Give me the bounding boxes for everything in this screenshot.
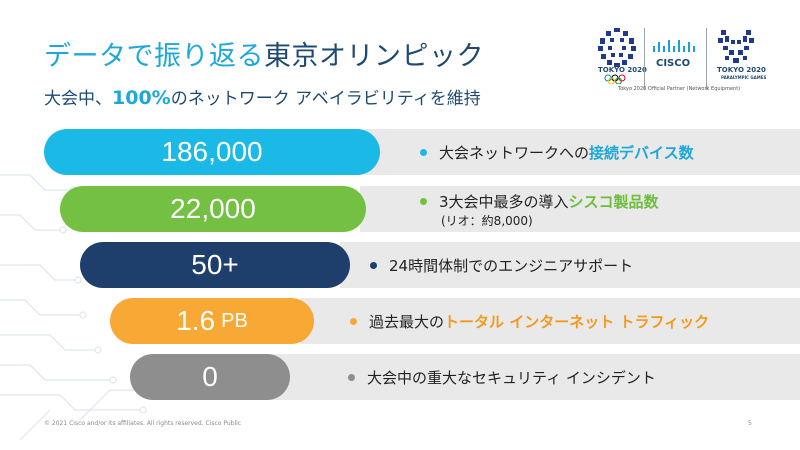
paralympic-subcaption: PARALYMPIC GAMES — [721, 75, 767, 80]
cisco-wordmark: CISCO — [656, 58, 691, 69]
stat-desc-highlight: シスコ製品数 — [568, 192, 659, 211]
stat-desc-highlight: 接続デバイス数 — [589, 143, 694, 162]
stat-desc-highlight: トータル インターネット トラフィック — [444, 312, 710, 331]
logo-divider — [706, 28, 707, 90]
subtitle-post: のネットワーク アベイラビリティを維持 — [170, 89, 481, 109]
stat-band — [364, 129, 800, 175]
stat-value: 1.6 — [176, 305, 216, 336]
slide-subtitle: 大会中、100%のネットワーク アベイラビリティを維持 — [44, 84, 481, 109]
stat-pill: 22,000 — [60, 186, 366, 232]
stat-desc-plain: 3大会中最多の導入 — [439, 192, 569, 211]
stat-desc-plain: 大会中の重大なセキュリティ インシデント — [367, 368, 656, 387]
stat-desc-plain: 過去最大の — [369, 312, 445, 331]
bullet-dot — [348, 373, 355, 381]
stat-note: (リオ：約8,000) — [441, 214, 533, 228]
stat-description: 大会中の重大なセキュリティ インシデント — [348, 354, 656, 400]
stat-description: 過去最大の トータル インターネット トラフィック — [350, 298, 709, 344]
cisco-bridge-icon — [653, 40, 695, 52]
paralympic-caption: TOKYO 2020 — [717, 66, 766, 74]
olympic-rings-icon — [604, 74, 626, 84]
stat-value: 186,000 — [161, 136, 263, 167]
stat-value: 50+ — [191, 249, 239, 280]
stat-band — [340, 242, 800, 288]
stat-row: 186,000 大会ネットワークへの 接続デバイス数 — [44, 129, 800, 175]
bullet-dot — [420, 148, 427, 156]
stat-pill: 1.6 PB — [110, 298, 314, 344]
stat-row: 50+ 24時間体制でのエンジニアサポート — [80, 242, 800, 288]
stat-desc-plain: 24時間体制でのエンジニアサポート — [389, 256, 634, 275]
stat-row: 22,000 3大会中最多の導入 シスコ製品数 (リオ：約8,000) — [60, 186, 800, 232]
tokyo2020-olympic-emblem — [598, 28, 636, 67]
title-part2: 東京オリンピック — [264, 41, 484, 72]
stat-description: 24時間体制でのエンジニアサポート — [370, 242, 633, 288]
stat-band — [300, 298, 800, 344]
tokyo2020-paralympic-emblem — [718, 30, 754, 63]
logo-divider — [644, 28, 645, 90]
subtitle-highlight: 100% — [112, 87, 171, 109]
stat-description: 大会ネットワークへの 接続デバイス数 — [420, 129, 694, 175]
stat-pill: 50+ — [80, 242, 350, 288]
stat-pill: 186,000 — [44, 129, 380, 175]
stat-unit: PB — [221, 309, 248, 332]
stat-value: 0 — [202, 361, 218, 392]
stat-pill: 0 — [130, 354, 290, 400]
stat-description: 3大会中最多の導入 シスコ製品数 — [420, 178, 659, 224]
stat-desc-plain: 大会ネットワークへの — [439, 143, 590, 162]
slide-title: データで振り返る東京オリンピック — [44, 34, 484, 73]
stat-value: 22,000 — [170, 193, 256, 224]
stat-band — [270, 354, 800, 400]
title-part1: データで振り返る — [44, 41, 264, 72]
copyright-footer: © 2021 Cisco and/or its affiliates. All … — [44, 420, 242, 427]
olympic-caption: TOKYO 2020 — [598, 66, 647, 74]
bullet-dot — [420, 197, 427, 205]
stat-row: 0 大会中の重大なセキュリティ インシデント — [130, 354, 800, 400]
page-number: 5 — [748, 420, 752, 427]
subtitle-pre: 大会中、 — [44, 89, 112, 109]
bullet-dot — [350, 317, 357, 325]
bullet-dot — [370, 261, 377, 269]
stat-band — [360, 186, 800, 232]
stat-row: 1.6 PB 過去最大の トータル インターネット トラフィック — [110, 298, 800, 344]
partner-text: Tokyo 2020 Official Partner (Network Equ… — [618, 86, 741, 92]
